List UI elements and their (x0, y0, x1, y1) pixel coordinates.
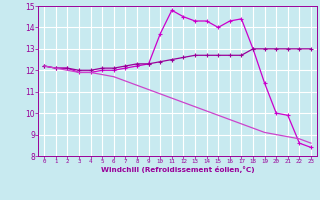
X-axis label: Windchill (Refroidissement éolien,°C): Windchill (Refroidissement éolien,°C) (101, 166, 254, 173)
